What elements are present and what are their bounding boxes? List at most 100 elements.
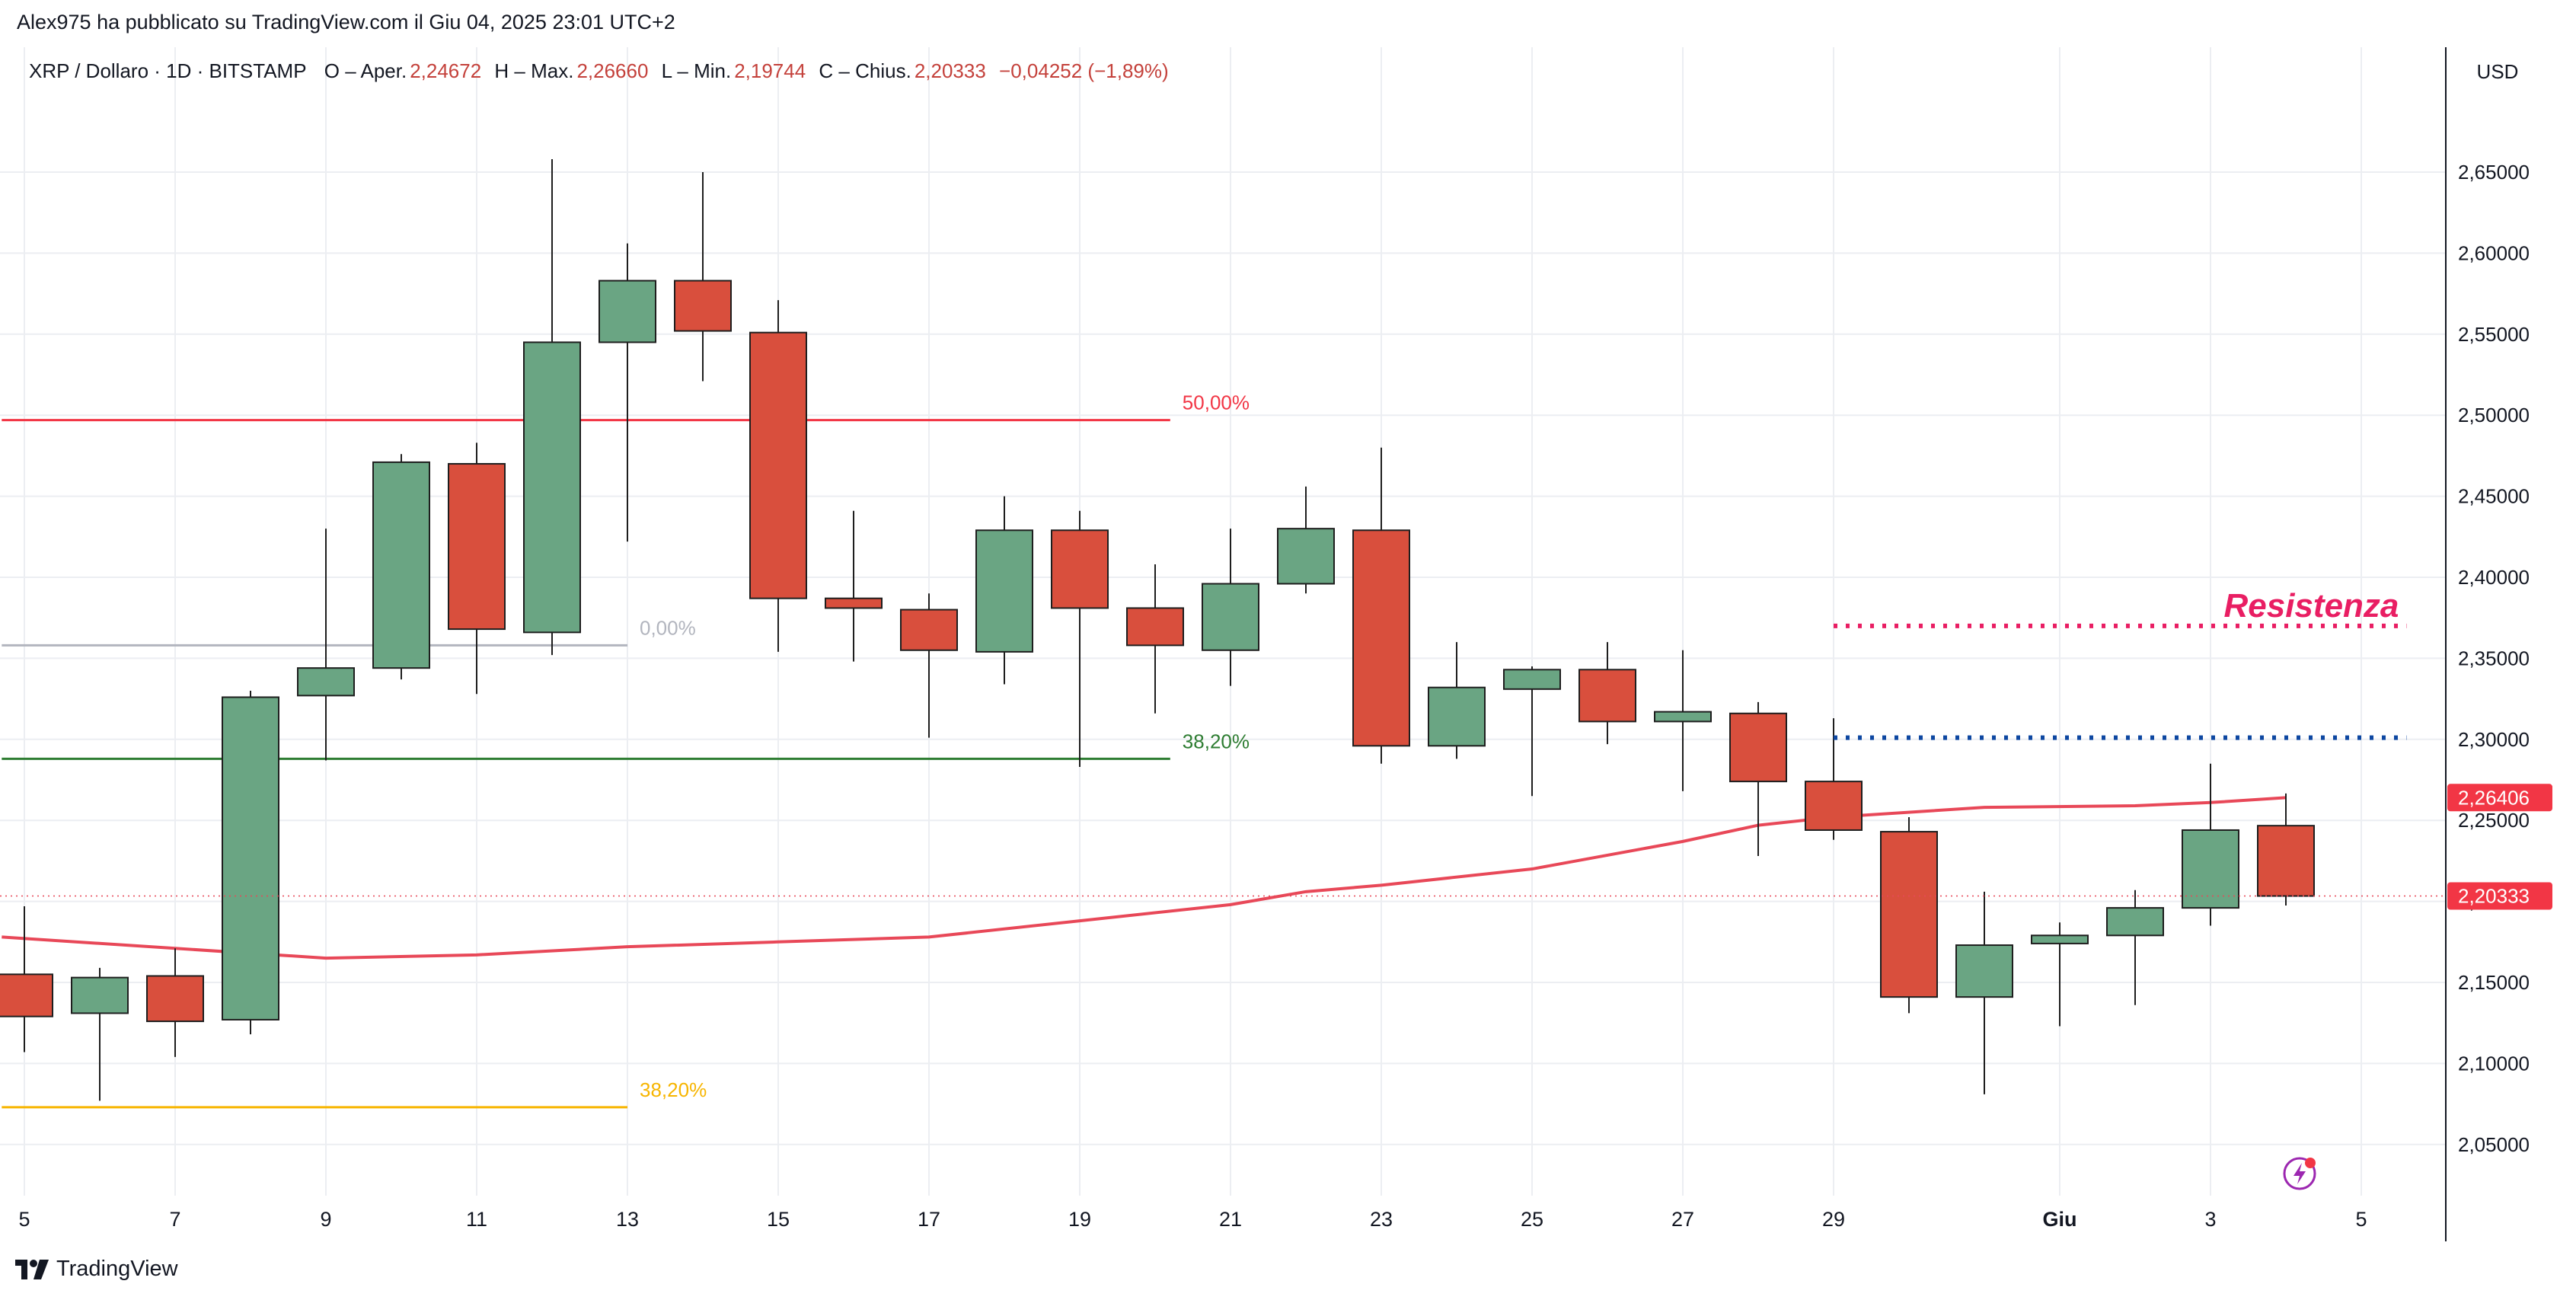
open-key: O – Aper. xyxy=(324,59,407,82)
candle-bullish xyxy=(1654,650,1712,791)
candle-bearish xyxy=(825,510,883,662)
price-tick-label: 2,30000 xyxy=(2458,728,2530,751)
current-price-badge xyxy=(2447,882,2552,910)
candle-bearish xyxy=(1051,510,1109,767)
candle-bearish xyxy=(448,442,506,695)
date-tick-label: 21 xyxy=(1219,1208,1242,1231)
candle-bearish xyxy=(1578,642,1636,745)
candle-body xyxy=(1805,781,1863,831)
candle-bearish xyxy=(146,948,204,1057)
candle-bearish xyxy=(1729,701,1787,857)
resistance-label: Resistenza xyxy=(2224,587,2399,624)
fib-level-label: 38,20% xyxy=(1183,730,1250,752)
candle-body xyxy=(71,976,129,1014)
candle-body xyxy=(900,608,958,651)
moving-average-layer xyxy=(2,796,2287,960)
candle-body xyxy=(222,696,279,1021)
price-tick-label: 2,55000 xyxy=(2458,323,2530,346)
candle-body xyxy=(1880,831,1938,998)
ma-price-badge xyxy=(2447,784,2552,812)
candle-bullish xyxy=(523,158,581,656)
fib-level-label: 50,00% xyxy=(1183,391,1250,414)
candle-body xyxy=(0,973,53,1017)
price-badge-label: 2,26406 xyxy=(2458,786,2530,809)
date-tick-label: 17 xyxy=(918,1208,940,1231)
candle-bearish xyxy=(749,300,807,652)
high-key: H – Max. xyxy=(494,59,574,82)
candle-body xyxy=(1051,529,1109,609)
candle-body xyxy=(2106,907,2164,937)
candle-body xyxy=(599,279,656,343)
high-value: 2,26660 xyxy=(576,59,649,82)
candle-body xyxy=(1578,669,1636,723)
candle-body xyxy=(523,341,581,634)
candle-body xyxy=(674,279,732,332)
fib-level-label: 38,20% xyxy=(640,1078,707,1101)
tradingview-logo[interactable]: TradingView xyxy=(15,1257,178,1282)
date-tick-label: 23 xyxy=(1370,1208,1393,1231)
symbol-label: XRP / Dollaro · 1D · BITSTAMP xyxy=(29,59,307,82)
published-by-text: Alex975 ha pubblicato su TradingView.com… xyxy=(17,11,675,34)
candle-body xyxy=(749,331,807,599)
open-value: 2,24672 xyxy=(410,59,482,82)
date-tick-label: 11 xyxy=(466,1208,487,1231)
candle-body xyxy=(1654,711,1712,723)
candle-bullish xyxy=(975,496,1033,685)
price-tick-label: 2,05000 xyxy=(2458,1133,2530,1156)
candles-layer xyxy=(0,158,2315,1101)
candle-body xyxy=(1729,712,1787,783)
candle-body xyxy=(1503,669,1561,690)
change-value: −0,04252 (−1,89%) xyxy=(999,59,1169,82)
date-tick-label: 5 xyxy=(2355,1208,2367,1231)
candle-bearish xyxy=(1126,564,1184,714)
tradingview-logo-icon xyxy=(15,1259,49,1279)
date-tick-label: 15 xyxy=(767,1208,790,1231)
candle-bullish xyxy=(1503,666,1561,797)
lightning-icon[interactable] xyxy=(2281,1154,2319,1192)
candle-body xyxy=(1955,944,2013,998)
candle-bearish xyxy=(1352,447,1410,764)
ohlc-legend: XRP / Dollaro · 1D · BITSTAMP O – Aper. 2… xyxy=(29,59,1176,83)
fib-level-label: 0,00% xyxy=(640,616,696,639)
price-badge-label: 2,20333 xyxy=(2458,885,2530,908)
candle-bullish xyxy=(1277,486,1335,594)
candle-body xyxy=(146,975,204,1023)
price-tick-label: 2,50000 xyxy=(2458,404,2530,426)
date-tick-label: 7 xyxy=(169,1208,180,1231)
low-key: L – Min. xyxy=(661,59,732,82)
candle-body xyxy=(1352,529,1410,747)
candle-body xyxy=(372,461,430,669)
price-tick-label: 2,65000 xyxy=(2458,161,2530,184)
candle-body xyxy=(297,667,355,697)
date-tick-label: 3 xyxy=(2204,1208,2216,1231)
candle-bullish xyxy=(2106,890,2164,1005)
candle-body xyxy=(825,597,883,609)
price-tick-label: 2,45000 xyxy=(2458,485,2530,508)
price-overlays: Resistenza xyxy=(0,587,2446,897)
candle-bullish xyxy=(1202,529,1259,686)
tradingview-wordmark: TradingView xyxy=(56,1257,178,1281)
candle-bearish xyxy=(674,172,732,382)
candle-bullish xyxy=(2182,763,2239,926)
candle-body xyxy=(1277,528,1335,585)
price-tick-label: 2,35000 xyxy=(2458,647,2530,669)
date-tick-label: 13 xyxy=(616,1208,639,1231)
candle-bullish xyxy=(297,529,355,761)
moving-average-line xyxy=(2,796,2287,960)
candle-body xyxy=(2257,825,2315,897)
fibonacci-levels: 50,00% 38,20% 0,00% 38,20% xyxy=(2,391,1250,1109)
price-tick-label: 2,25000 xyxy=(2458,809,2530,832)
candle-body xyxy=(1126,607,1184,647)
price-axis[interactable]: 2,65000 2,60000 2,55000 2,50000 2,45000 2,400… xyxy=(2447,161,2552,1156)
candle-bullish xyxy=(71,967,129,1101)
time-axis[interactable]: 5 7 9 11 13 15 17 19 21 23 25 27 29 Giu 3 5 xyxy=(18,1208,2367,1231)
price-tick-label: 2,15000 xyxy=(2458,971,2530,994)
date-tick-label: 19 xyxy=(1068,1208,1091,1231)
candle-body xyxy=(1428,686,1486,747)
currency-button[interactable]: USD xyxy=(2476,59,2519,83)
candle-bearish xyxy=(1805,718,1863,840)
candle-bearish xyxy=(900,593,958,738)
candle-bullish xyxy=(372,454,430,680)
date-tick-label: 9 xyxy=(320,1208,331,1231)
